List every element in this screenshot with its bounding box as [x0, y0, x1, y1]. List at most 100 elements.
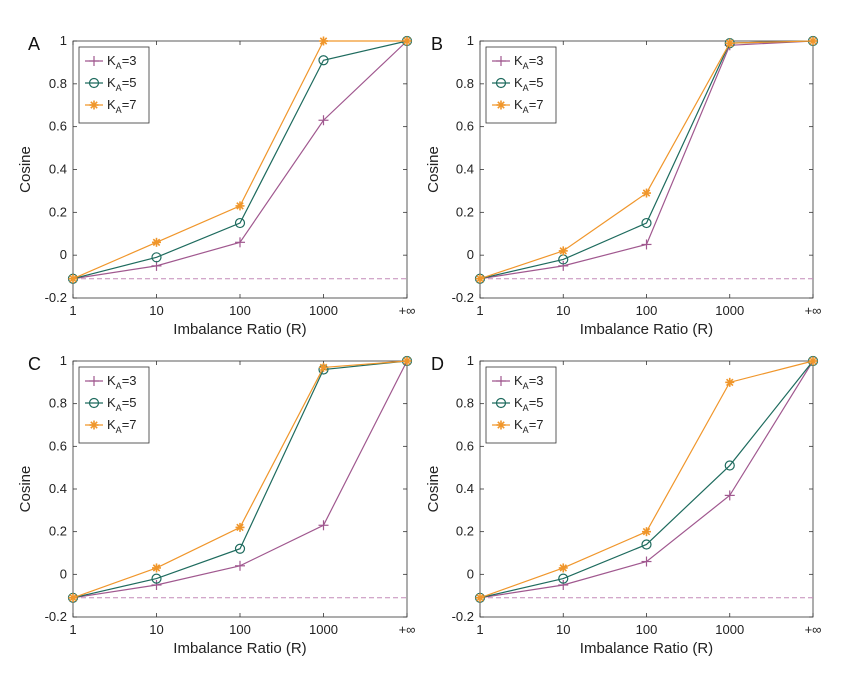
legend-suffix: =7: [122, 97, 137, 112]
y-tick-label: 0.2: [49, 204, 67, 219]
series-line: [479, 360, 814, 599]
legend-subscript: A: [523, 61, 529, 71]
legend-label: KA=5: [514, 395, 544, 413]
star-marker: [319, 37, 328, 45]
y-tick-label: 0: [60, 247, 67, 262]
y-tick-label: 0: [467, 247, 474, 262]
x-tick-label: 1000: [715, 622, 744, 637]
y-tick-label: 0.8: [456, 76, 474, 91]
circle-marker: [88, 397, 100, 409]
x-axis-label: Imbalance Ratio (R): [173, 640, 306, 657]
x-tick-label: 100: [229, 303, 251, 318]
x-tick-label: 1: [69, 303, 76, 318]
legend-prefix: K: [107, 373, 116, 388]
legend-subscript: A: [116, 381, 122, 391]
legend-label: KA=3: [107, 373, 137, 391]
y-tick-label: 0.4: [49, 162, 67, 177]
y-tick-label: 0.4: [456, 481, 474, 496]
star-marker: [642, 527, 651, 536]
x-tick-label: +∞: [399, 622, 416, 637]
legend-prefix: K: [107, 53, 116, 68]
legend-label: KA=3: [514, 53, 544, 71]
y-tick-label: 1: [467, 353, 474, 368]
legend-subscript: A: [523, 403, 529, 413]
circle-marker: [495, 77, 507, 89]
legend-prefix: K: [514, 53, 523, 68]
x-tick-label: 10: [556, 303, 570, 318]
x-axis-label: Imbalance Ratio (R): [580, 321, 713, 338]
panel-letter: C: [28, 354, 41, 374]
legend-label: KA=5: [107, 395, 137, 413]
x-tick-label: 100: [636, 622, 658, 637]
circle-marker: [724, 460, 735, 471]
legend-item: KA=5: [492, 395, 544, 413]
legend-subscript: A: [116, 83, 122, 93]
y-axis-label: Cosine: [17, 466, 34, 513]
x-tick-label: 10: [149, 622, 163, 637]
legend: KA=3KA=5KA=7: [78, 46, 150, 124]
legend-suffix: =5: [529, 395, 544, 410]
legend-subscript: A: [116, 425, 122, 435]
star-marker: [809, 37, 817, 45]
legend: KA=3KA=5KA=7: [485, 46, 557, 124]
y-tick-label: -0.2: [452, 609, 474, 624]
star-marker: [403, 357, 411, 365]
legend-suffix: =7: [122, 417, 137, 432]
y-tick-label: 0.2: [456, 204, 474, 219]
series-ka-7: [68, 356, 412, 603]
x-axis-label: Imbalance Ratio (R): [173, 321, 306, 338]
legend-item: KA=7: [85, 417, 137, 435]
circle-marker: [88, 77, 100, 89]
x-tick-label: +∞: [805, 303, 822, 318]
star-marker: [69, 274, 77, 283]
x-tick-label: +∞: [399, 303, 416, 318]
legend-subscript: A: [116, 61, 122, 71]
legend-prefix: K: [514, 373, 523, 388]
y-tick-label: -0.2: [45, 609, 67, 624]
legend-prefix: K: [107, 75, 116, 90]
legend-subscript: A: [523, 381, 529, 391]
legend-prefix: K: [514, 417, 523, 432]
y-tick-label: -0.2: [45, 290, 67, 305]
star-marker: [90, 101, 98, 109]
star-marker: [726, 378, 734, 387]
y-tick-label: 0.6: [456, 438, 474, 453]
series-ka-7: [68, 36, 412, 284]
legend-suffix: =3: [529, 373, 544, 388]
legend-subscript: A: [116, 403, 122, 413]
star-marker: [559, 247, 567, 255]
circle-marker: [234, 543, 246, 554]
x-tick-label: 1000: [715, 303, 744, 318]
legend-label: KA=7: [514, 417, 544, 435]
y-tick-label: 0.4: [49, 481, 67, 496]
series-line: [72, 360, 408, 599]
y-axis-label: Cosine: [425, 466, 442, 513]
panel-a: -0.2 0 0.2 0.4 0.6 0.8 1 1 10 100 1000 +∞ Imbalance …: [17, 33, 415, 338]
legend-suffix: =5: [122, 395, 137, 410]
panel-letter: D: [431, 354, 444, 374]
legend-item: KA=3: [85, 373, 137, 391]
x-tick-label: 1000: [309, 303, 338, 318]
legend-prefix: K: [514, 395, 523, 410]
legend-item: KA=3: [492, 53, 544, 71]
legend-suffix: =3: [122, 53, 137, 68]
legend-item: KA=5: [85, 395, 137, 413]
x-tick-label: 100: [636, 303, 658, 318]
legend-item: KA=3: [492, 373, 544, 391]
star-marker: [476, 274, 484, 283]
x-tick-label: 10: [556, 622, 570, 637]
panel-letter: B: [431, 34, 443, 54]
y-axis-label: Cosine: [17, 146, 34, 193]
legend-subscript: A: [523, 425, 529, 435]
circle-marker: [495, 397, 507, 409]
legend-label: KA=3: [514, 373, 544, 391]
x-tick-label: +∞: [805, 622, 822, 637]
star-marker: [236, 202, 244, 210]
legend: KA=3KA=5KA=7: [78, 366, 150, 444]
legend-item: KA=7: [492, 97, 544, 115]
star-marker: [152, 238, 161, 247]
star-marker: [90, 421, 98, 429]
legend-suffix: =5: [529, 75, 544, 90]
legend-prefix: K: [514, 97, 523, 112]
